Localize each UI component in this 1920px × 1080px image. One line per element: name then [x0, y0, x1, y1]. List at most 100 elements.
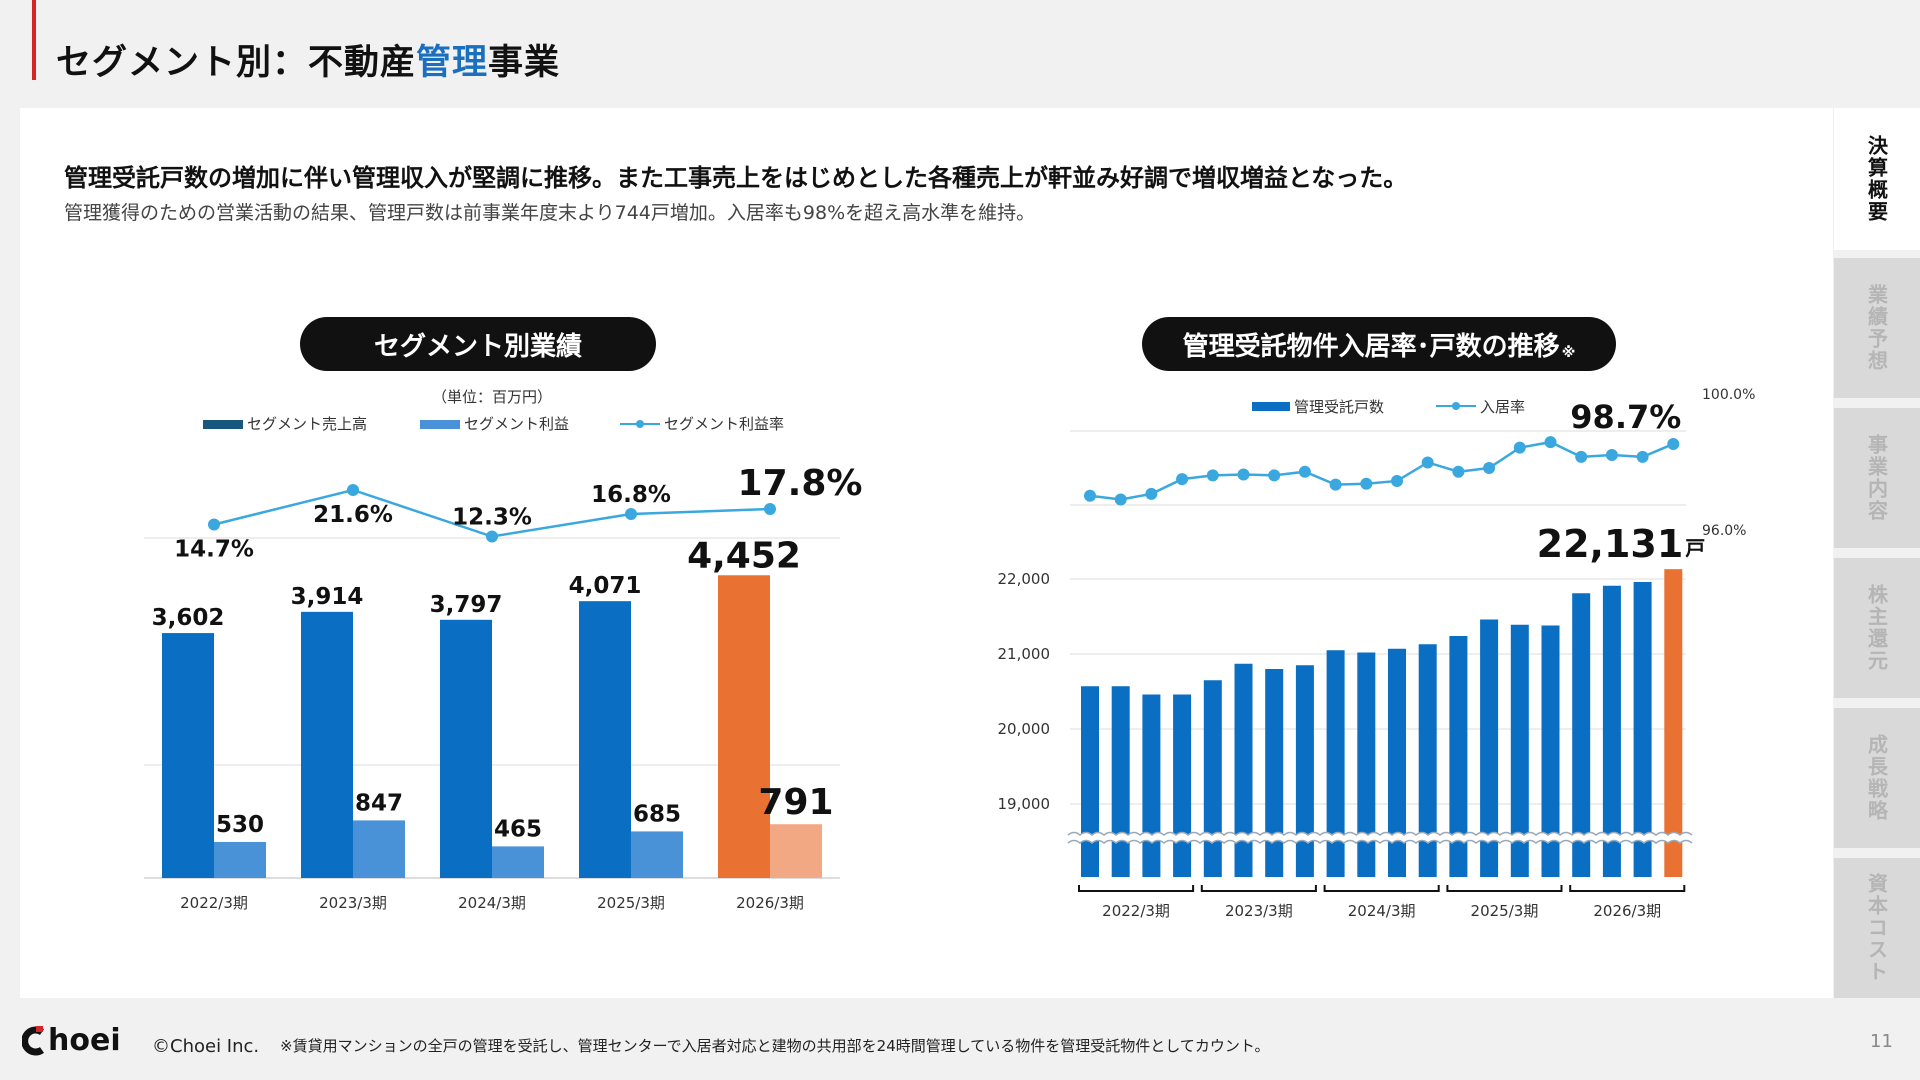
rate-point	[1605, 449, 1618, 462]
period-bracket	[1078, 885, 1195, 892]
legend-label-2: セグメント利益	[464, 415, 569, 433]
sales-data-label: 3,797	[430, 592, 503, 618]
chart2-title: 管理受託物件入居率･戸数の推移 ※	[1142, 317, 1616, 371]
rate-point	[1667, 437, 1680, 450]
sales-data-label: 4,452	[687, 535, 801, 576]
axis-break-line-lower	[1067, 839, 1693, 844]
sales-data-label: 3,914	[291, 584, 364, 610]
units-bar	[1388, 648, 1406, 877]
sidebar-item-results[interactable]: 決算概要	[1834, 108, 1920, 250]
units-bar	[1449, 636, 1468, 877]
rate-tick-label: 96.0%	[1702, 523, 1746, 539]
profit-data-label: 847	[355, 790, 403, 816]
units-bar	[1295, 665, 1314, 877]
units-bar	[1081, 686, 1099, 877]
period-bracket	[1200, 885, 1317, 892]
legend-swatch-2	[420, 420, 460, 429]
segment-performance-chart: セグメント売上高 セグメント利益 セグメント利益率 3,602 530 2022/3期 3,…	[144, 415, 863, 912]
axis-break-mask	[1065, 833, 1695, 844]
sidebar-item-cost-of-capital[interactable]: 資本コスト	[1834, 858, 1920, 998]
rate-point	[208, 518, 220, 531]
units-bar	[1633, 582, 1652, 877]
rate-point	[486, 530, 498, 543]
units-bar	[1326, 650, 1345, 877]
profit-bar	[492, 846, 544, 878]
sidebar-item-growth-strategy[interactable]: 成長戦略	[1834, 708, 1920, 848]
rate-point	[1298, 465, 1311, 478]
sales-bar	[162, 633, 214, 878]
rate-tick-label: 100.0%	[1702, 387, 1755, 403]
sidebar-item-shareholder-returns[interactable]: 株主還元	[1834, 558, 1920, 698]
rate-point	[625, 508, 637, 520]
legend-label-1: セグメント売上高	[247, 415, 367, 433]
units-bar	[1142, 694, 1161, 877]
rate-point	[1360, 477, 1373, 490]
sales-bar	[301, 611, 353, 878]
units-bar	[1357, 652, 1376, 877]
rate-point	[1145, 487, 1158, 500]
units-bar	[1572, 593, 1591, 877]
units-bar	[1510, 624, 1529, 877]
rate-point	[1636, 450, 1649, 463]
rate-point	[1575, 450, 1588, 463]
rate-point	[1513, 441, 1526, 454]
sidebar-item-forecast[interactable]: 業績予想	[1834, 258, 1920, 398]
rate-point	[1329, 478, 1342, 491]
units-callout-suffix: 戸	[1685, 536, 1705, 560]
x-tick-label: 2026/3期	[1593, 902, 1661, 920]
sales-bar	[440, 619, 492, 878]
rate-data-label: 17.8%	[738, 463, 863, 504]
legend-label-rate: 入居率	[1480, 398, 1525, 416]
rate-point	[1452, 465, 1465, 478]
units-bar	[1664, 569, 1683, 877]
rate-data-label: 16.8%	[591, 482, 671, 508]
rate-point	[1421, 456, 1434, 469]
legend-swatch-units	[1252, 402, 1290, 411]
page-number: 11	[1870, 1031, 1893, 1052]
x-tick-label: 2022/3期	[1102, 902, 1170, 920]
y-tick-label: 22,000	[998, 570, 1051, 588]
x-tick-label: 2023/3期	[319, 894, 387, 912]
rate-point	[1268, 469, 1281, 482]
sales-bar	[718, 575, 770, 878]
profit-bar	[770, 824, 822, 878]
x-tick-label: 2024/3期	[458, 894, 526, 912]
sales-bar	[579, 601, 631, 878]
x-tick-label: 2025/3期	[597, 894, 665, 912]
rate-point	[1483, 462, 1496, 474]
legend-label-3: セグメント利益率	[664, 415, 784, 433]
x-tick-label: 2023/3期	[1225, 902, 1293, 920]
chart1-unit-note: （単位：百万円）	[432, 388, 553, 406]
rate-line	[1089, 440, 1674, 501]
rate-point	[1176, 473, 1189, 486]
rate-data-label: 14.7%	[174, 537, 254, 563]
title-accent-bar	[32, 0, 36, 80]
rate-point	[764, 503, 776, 515]
rate-data-label: 21.6%	[313, 502, 393, 528]
profit-bar	[631, 831, 683, 878]
legend-marker-rate	[636, 420, 644, 428]
x-tick-label: 2025/3期	[1471, 902, 1539, 920]
units-bar	[1173, 694, 1192, 877]
occupancy-units-chart: 管理受託戸数 入居率 22,000 21,000 20,000 19,000 100.0% 9…	[998, 387, 1756, 920]
rate-point	[1237, 468, 1250, 481]
x-tick-label: 2022/3期	[180, 894, 248, 912]
axis-break-line-upper	[1067, 831, 1693, 836]
profit-bar	[353, 820, 405, 878]
profit-data-label: 465	[494, 816, 542, 842]
sidebar-item-business[interactable]: 事業内容	[1834, 408, 1920, 548]
units-callout: 22,131	[1537, 522, 1684, 566]
period-bracket	[1569, 885, 1686, 892]
y-tick-label: 20,000	[998, 720, 1051, 738]
legend-marker-rate	[1452, 402, 1460, 410]
chart1-title: セグメント別業績	[300, 317, 656, 371]
legend-swatch-1	[203, 420, 243, 429]
period-bracket	[1323, 885, 1440, 892]
units-bar	[1111, 686, 1130, 877]
rate-point	[1544, 436, 1557, 449]
y-tick-label: 21,000	[998, 645, 1051, 663]
copyright: ©Choei Inc.	[152, 1036, 260, 1057]
units-bar	[1541, 625, 1560, 877]
y-tick-label: 19,000	[998, 795, 1051, 813]
profit-data-label: 530	[216, 812, 264, 838]
